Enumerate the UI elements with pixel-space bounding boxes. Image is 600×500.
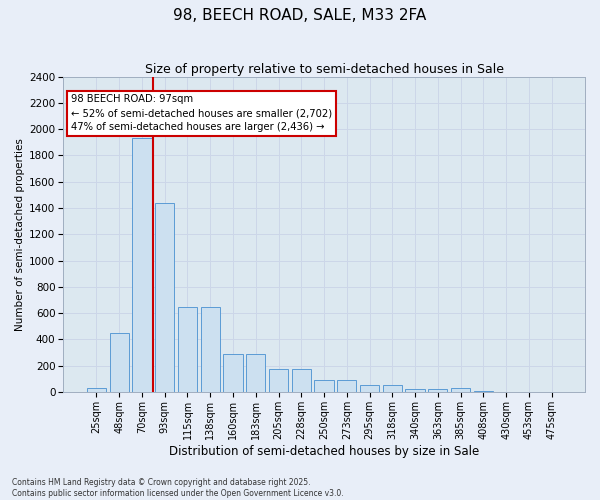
Bar [292,369,311,392]
Bar [87,388,106,392]
Text: 98 BEECH ROAD: 97sqm
← 52% of semi-detached houses are smaller (2,702)
47% of se: 98 BEECH ROAD: 97sqm ← 52% of semi-detac… [71,94,332,132]
Bar [406,388,425,392]
Y-axis label: Number of semi-detached properties: Number of semi-detached properties [15,138,25,330]
Text: Contains HM Land Registry data © Crown copyright and database right 2025.
Contai: Contains HM Land Registry data © Crown c… [12,478,344,498]
Bar [337,380,356,392]
Bar [314,380,334,392]
Bar [110,333,129,392]
Bar [132,138,152,392]
Bar [246,354,265,392]
Title: Size of property relative to semi-detached houses in Sale: Size of property relative to semi-detach… [145,62,503,76]
Bar [269,369,288,392]
Bar [223,354,242,392]
Bar [451,388,470,392]
Text: 98, BEECH ROAD, SALE, M33 2FA: 98, BEECH ROAD, SALE, M33 2FA [173,8,427,22]
Bar [155,203,175,392]
Bar [360,384,379,392]
X-axis label: Distribution of semi-detached houses by size in Sale: Distribution of semi-detached houses by … [169,444,479,458]
Bar [428,388,448,392]
Bar [178,306,197,392]
Bar [383,384,402,392]
Bar [200,306,220,392]
